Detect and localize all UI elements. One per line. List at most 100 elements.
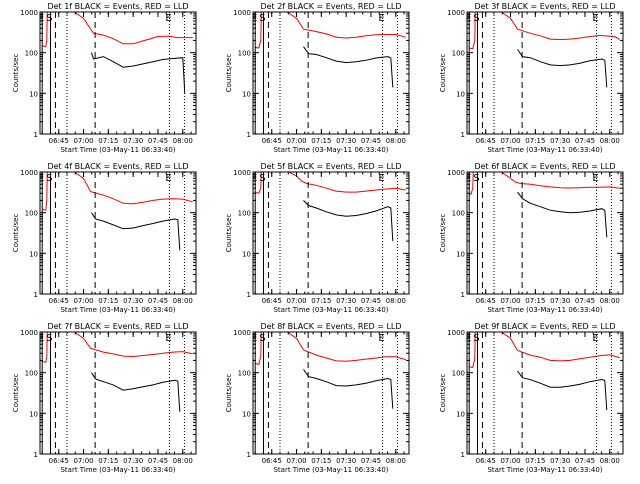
- y-tick-label: 1: [34, 291, 38, 299]
- x-tick-label: 07:15: [525, 137, 545, 145]
- events-line: [303, 46, 394, 88]
- y-tick-label: 1: [247, 291, 251, 299]
- y-tick-label: 1000: [20, 169, 38, 177]
- y-axis-label: Counts/sec: [439, 374, 447, 413]
- x-tick-label: 06:45: [262, 297, 282, 305]
- x-tick-label: 07:00: [286, 137, 306, 145]
- x-tick-label: 07:30: [336, 457, 356, 465]
- event-marker-label: E: [592, 333, 598, 344]
- x-tick-label: 08:00: [173, 137, 193, 145]
- x-tick-label: 08:00: [386, 137, 406, 145]
- event-marker-label: S: [46, 333, 52, 344]
- x-tick-label: 07:45: [575, 137, 595, 145]
- y-axis-label: Counts/sec: [439, 54, 447, 93]
- y-tick-label: 10: [242, 90, 251, 98]
- y-tick-label: 100: [452, 370, 465, 378]
- y-tick-label: 100: [238, 370, 251, 378]
- x-tick-label: 07:15: [525, 297, 545, 305]
- x-axis-label: Start Time (03-May-11 06:33:40): [60, 146, 175, 154]
- x-tick-label: 07:00: [73, 297, 93, 305]
- x-axis-label: Start Time (03-May-11 06:33:40): [487, 466, 602, 474]
- x-tick-label: 08:00: [173, 297, 193, 305]
- events-line: [91, 372, 181, 412]
- panel-title: Det 8f BLACK = Events, RED = LLD: [260, 322, 401, 331]
- y-tick-label: 100: [238, 50, 251, 58]
- plot-frame: [252, 331, 410, 455]
- event-marker-label: E: [592, 13, 598, 24]
- x-tick-label: 07:30: [550, 297, 570, 305]
- plot-frame: [252, 171, 410, 295]
- x-axis-label: Start Time (03-May-11 06:33:40): [487, 146, 602, 154]
- event-marker-label: S: [473, 333, 479, 344]
- x-tick-label: 06:45: [49, 137, 69, 145]
- y-tick-label: 100: [25, 370, 38, 378]
- y-tick-label: 10: [29, 250, 38, 258]
- y-tick-label: 1: [34, 131, 38, 139]
- y-tick-label: 1: [461, 131, 465, 139]
- x-tick-label: 07:45: [148, 297, 168, 305]
- y-tick-label: 1000: [447, 169, 465, 177]
- events-line: [303, 200, 394, 242]
- events-line: [517, 49, 608, 88]
- events-line: [303, 369, 394, 409]
- y-axis-label: Counts/sec: [12, 214, 20, 253]
- y-tick-label: 1000: [20, 329, 38, 337]
- x-tick-label: 07:30: [550, 457, 570, 465]
- plot-frame: [252, 11, 410, 135]
- y-axis-label: Counts/sec: [12, 374, 20, 413]
- lld-line: [468, 12, 620, 50]
- event-marker-label: S: [473, 173, 479, 184]
- lld-line: [41, 12, 193, 48]
- y-tick-label: 1000: [233, 329, 251, 337]
- events-line: [91, 52, 186, 94]
- x-tick-label: 07:45: [148, 137, 168, 145]
- event-marker-label: S: [46, 173, 52, 184]
- x-tick-label: 07:15: [311, 457, 331, 465]
- x-tick-label: 08:00: [173, 457, 193, 465]
- y-tick-label: 100: [452, 50, 465, 58]
- y-axis-label: Counts/sec: [225, 374, 233, 413]
- x-tick-label: 08:00: [600, 137, 620, 145]
- y-tick-label: 1000: [233, 9, 251, 17]
- lld-line: [41, 172, 193, 211]
- x-axis-label: Start Time (03-May-11 06:33:40): [273, 306, 388, 314]
- x-tick-label: 07:30: [123, 457, 143, 465]
- y-tick-label: 10: [29, 410, 38, 418]
- x-tick-label: 06:45: [262, 137, 282, 145]
- lld-line: [254, 332, 406, 366]
- x-tick-label: 08:00: [600, 457, 620, 465]
- y-tick-label: 100: [25, 210, 38, 218]
- event-marker-label: S: [46, 13, 52, 24]
- x-tick-label: 06:45: [476, 137, 496, 145]
- x-tick-label: 06:45: [476, 457, 496, 465]
- x-axis-label: Start Time (03-May-11 06:33:40): [273, 466, 388, 474]
- event-marker-label: S: [473, 13, 479, 24]
- x-tick-label: 07:00: [286, 297, 306, 305]
- y-axis-label: Counts/sec: [225, 54, 233, 93]
- plot-frame: [39, 171, 197, 295]
- x-tick-label: 07:00: [73, 137, 93, 145]
- x-tick-label: 07:15: [98, 137, 118, 145]
- events-line: [91, 212, 181, 251]
- x-tick-label: 07:00: [286, 457, 306, 465]
- event-marker-label: S: [259, 173, 265, 184]
- y-tick-label: 1: [34, 451, 38, 459]
- y-tick-label: 100: [238, 210, 251, 218]
- panel-title: Det 9f BLACK = Events, RED = LLD: [474, 322, 615, 331]
- y-tick-label: 1000: [447, 329, 465, 337]
- y-axis-label: Counts/sec: [439, 214, 447, 253]
- x-tick-label: 07:15: [311, 137, 331, 145]
- x-tick-label: 07:00: [500, 457, 520, 465]
- y-tick-label: 1000: [447, 9, 465, 17]
- y-axis-label: Counts/sec: [12, 54, 20, 93]
- events-line: [517, 370, 608, 411]
- y-tick-label: 1: [247, 131, 251, 139]
- panel-title: Det 3f BLACK = Events, RED = LLD: [474, 2, 615, 11]
